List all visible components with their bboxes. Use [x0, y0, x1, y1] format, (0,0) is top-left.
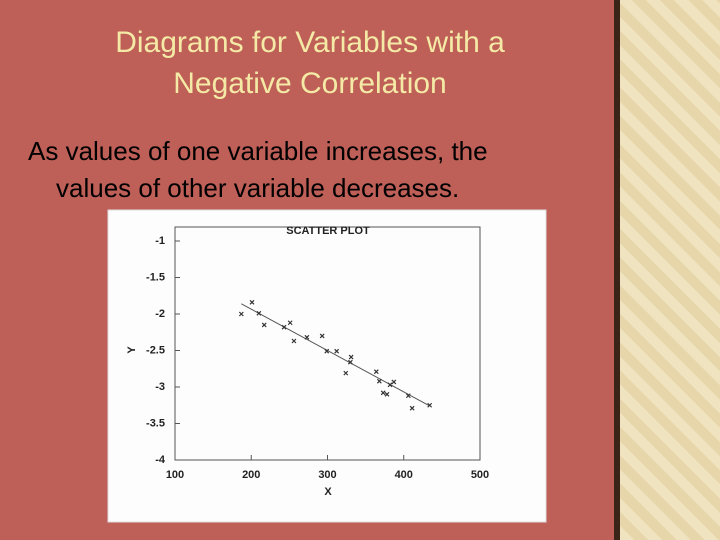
point [343, 370, 349, 376]
y-tick-label: -2 [155, 308, 165, 320]
title-line: Negative Correlation [173, 67, 447, 100]
y-tick-label: -1.5 [146, 271, 165, 283]
y-tick-label: -3.5 [146, 417, 165, 429]
x-tick-label: 100 [166, 469, 184, 481]
slide-title: Diagrams for Variables with a Negative C… [20, 22, 600, 104]
point [238, 311, 244, 317]
point [347, 359, 353, 365]
chart-title: SCATTER PLOT [286, 225, 370, 237]
slide-body: As values of one variable increases, the… [28, 133, 608, 207]
point [291, 338, 297, 344]
fit-line [241, 303, 430, 407]
point [324, 348, 330, 354]
y-tick-label: -3 [155, 381, 165, 393]
y-axis-label: Y [126, 346, 138, 354]
point [391, 379, 397, 385]
x-tick-label: 200 [242, 469, 260, 481]
point [304, 334, 310, 340]
point [281, 324, 287, 330]
point [409, 405, 415, 411]
point [249, 299, 255, 305]
x-tick-label: 300 [318, 469, 336, 481]
point [261, 322, 267, 328]
decoration [614, 0, 720, 540]
point [373, 369, 379, 375]
x-tick-label: 500 [471, 469, 489, 481]
point [319, 333, 325, 339]
point [384, 391, 390, 397]
point [380, 390, 386, 396]
point [405, 393, 411, 399]
point [427, 402, 433, 408]
point [348, 354, 354, 360]
x-tick-label: 400 [395, 469, 413, 481]
point [387, 382, 393, 388]
point [256, 310, 262, 316]
body-line: As values of one variable increases, the [28, 136, 488, 166]
y-tick-label: -4 [155, 454, 166, 466]
point [334, 348, 340, 354]
chart-background [107, 209, 547, 523]
y-tick-label: -1 [155, 235, 165, 247]
x-axis-label: X [324, 486, 332, 498]
point [287, 320, 293, 326]
body-line: values of other variable decreases. [56, 173, 460, 203]
y-tick-label: -2.5 [146, 344, 165, 356]
title-line: Diagrams for Variables with a [115, 26, 505, 59]
point [376, 378, 382, 384]
